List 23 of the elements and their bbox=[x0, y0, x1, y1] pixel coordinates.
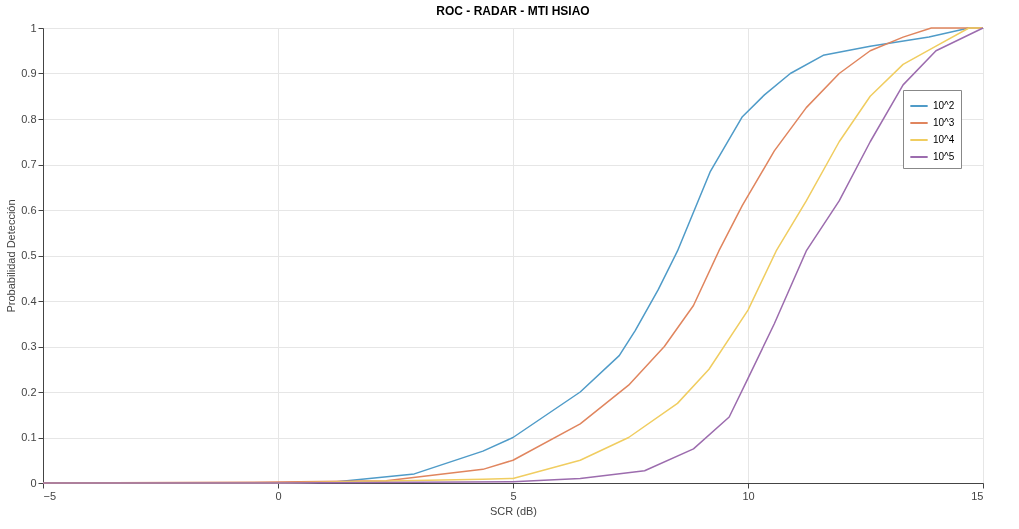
y-tick-label: 0.4 bbox=[21, 294, 37, 307]
y-tick-label: 0.2 bbox=[21, 385, 37, 398]
x-tick-label: 5 bbox=[510, 489, 517, 502]
x-axis-title: SCR (dB) bbox=[489, 504, 538, 517]
x-tick-label: 0 bbox=[275, 489, 282, 502]
y-tick-label: 1 bbox=[30, 21, 37, 34]
y-axis-title: Probabilidad Detección bbox=[5, 199, 18, 313]
x-tick-label: 15 bbox=[971, 489, 984, 502]
y-tick-label: 0 bbox=[30, 476, 37, 489]
y-tick-label: 0.3 bbox=[21, 340, 37, 352]
x-tick-label: 10 bbox=[742, 489, 755, 502]
legend-label: 10^3 bbox=[933, 117, 955, 128]
y-tick-label: 0.8 bbox=[21, 112, 37, 125]
legend-label: 10^2 bbox=[933, 100, 955, 111]
chart-title: ROC - RADAR - MTI HSIAO bbox=[436, 4, 590, 18]
y-tick-label: 0.9 bbox=[21, 67, 37, 79]
y-tick-label: 0.5 bbox=[21, 249, 37, 261]
legend-label: 10^5 bbox=[933, 151, 955, 162]
y-tick-label: 0.7 bbox=[21, 158, 37, 170]
y-tick-label: 0.6 bbox=[21, 203, 37, 216]
y-tick-label: 0.1 bbox=[21, 431, 37, 443]
legend-label: 10^4 bbox=[933, 134, 955, 145]
x-tick-label: −5 bbox=[43, 489, 57, 502]
